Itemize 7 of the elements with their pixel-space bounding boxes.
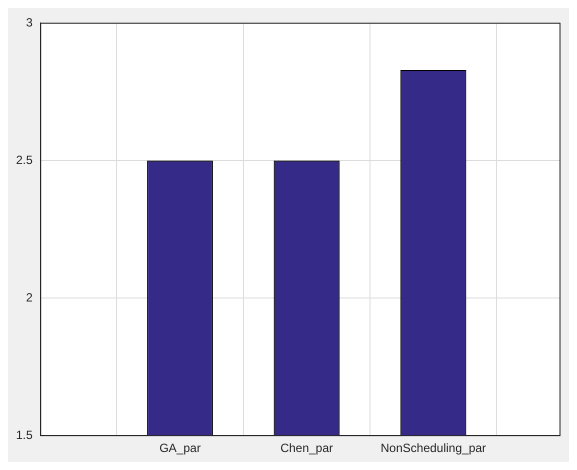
y-tick-label: 2.5 [16, 152, 33, 167]
x-tick-label: NonScheduling_par [380, 441, 486, 456]
y-tick-label: 1.5 [16, 428, 33, 442]
y-tick-label: 2 [26, 290, 33, 304]
y-tick-label: 3 [26, 16, 33, 30]
x-tick-label: GA_par [159, 441, 201, 456]
x-tick-label: Chen_par [280, 441, 334, 456]
